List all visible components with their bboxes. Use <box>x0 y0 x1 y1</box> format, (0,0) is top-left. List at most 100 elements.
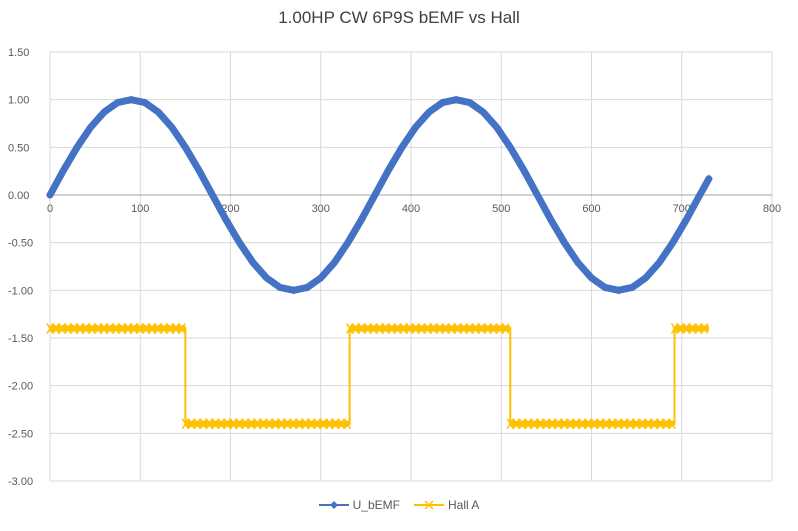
data-point <box>113 98 122 107</box>
data-point <box>700 323 709 334</box>
data-point <box>688 323 697 334</box>
data-point <box>519 166 528 175</box>
hall-band <box>349 325 511 332</box>
data-point <box>628 283 637 292</box>
legend-item-u-bemf: U_bEMF <box>318 498 400 512</box>
data-point <box>655 258 664 267</box>
data-point <box>572 418 580 430</box>
data-point <box>241 418 250 430</box>
y-tick-label: -2.00 <box>8 381 33 393</box>
data-point <box>167 123 176 132</box>
data-point <box>148 323 156 334</box>
data-point <box>345 323 354 334</box>
data-point <box>425 108 434 117</box>
data-point <box>181 418 190 430</box>
y-tick-label: -1.00 <box>8 285 33 297</box>
x-tick-label: 800 <box>763 203 781 215</box>
data-point <box>343 418 352 430</box>
data-point <box>626 418 634 430</box>
data-point <box>641 273 650 282</box>
data-point <box>644 418 652 430</box>
data-point <box>166 323 174 334</box>
x-tick-label: 400 <box>402 203 420 215</box>
data-point <box>76 323 84 334</box>
data-point <box>100 323 108 334</box>
data-point <box>638 418 646 430</box>
data-point <box>411 123 420 132</box>
data-point <box>271 418 280 430</box>
data-point <box>573 258 582 267</box>
data-point <box>435 323 444 334</box>
data-point <box>289 286 298 295</box>
data-point <box>118 323 126 334</box>
legend-label-u-bemf: U_bEMF <box>352 498 400 512</box>
data-point <box>429 323 438 334</box>
y-tick-label: -1.50 <box>8 333 33 345</box>
data-point <box>704 174 713 183</box>
data-point <box>524 418 532 430</box>
data-point <box>154 323 162 334</box>
data-point <box>518 418 526 430</box>
data-point <box>602 418 610 430</box>
data-point <box>676 323 685 334</box>
data-point <box>506 143 515 152</box>
data-point <box>295 418 304 430</box>
data-point <box>393 323 402 334</box>
hall-band <box>510 420 675 427</box>
hall-band <box>185 420 350 427</box>
hall-band <box>50 325 186 332</box>
data-point <box>331 418 340 430</box>
data-point <box>695 191 704 199</box>
data-point <box>221 215 230 224</box>
data-point <box>548 418 556 430</box>
data-point <box>578 418 586 430</box>
data-point <box>614 286 623 295</box>
data-point <box>370 191 379 199</box>
data-point <box>343 238 352 247</box>
data-point <box>479 108 488 117</box>
data-point <box>632 418 640 430</box>
data-point <box>247 418 256 430</box>
legend-item-hall-a: Hall A <box>413 498 479 512</box>
data-point <box>596 418 604 430</box>
data-point <box>465 98 474 107</box>
series-u-bemf <box>46 95 713 295</box>
data-point <box>554 418 562 430</box>
data-point <box>86 123 95 132</box>
data-point <box>459 323 468 334</box>
data-point <box>58 323 66 334</box>
data-point <box>301 418 310 430</box>
y-tick-label: -0.50 <box>8 238 33 250</box>
data-point <box>363 323 372 334</box>
data-point <box>351 323 360 334</box>
data-point <box>303 283 312 292</box>
data-point <box>249 258 258 267</box>
data-point <box>88 323 96 334</box>
x-tick-label: 500 <box>492 203 510 215</box>
data-point <box>590 418 598 430</box>
data-point <box>423 323 432 334</box>
chart-title: 1.00HP CW 6P9S bEMF vs Hall <box>278 8 520 27</box>
data-point <box>656 418 664 430</box>
data-point <box>319 418 328 430</box>
data-point <box>205 418 214 430</box>
data-point <box>73 143 82 152</box>
data-point <box>492 123 501 132</box>
data-point <box>584 418 592 430</box>
data-point <box>199 418 208 430</box>
legend-swatch-u-bemf <box>318 501 349 509</box>
data-point <box>501 323 510 334</box>
data-point <box>447 323 456 334</box>
data-point <box>668 238 677 247</box>
data-point <box>668 418 676 430</box>
data-point <box>453 323 462 334</box>
data-point <box>452 95 461 104</box>
y-tick-label: -2.50 <box>8 428 33 440</box>
data-point <box>140 98 149 107</box>
data-point <box>235 238 244 247</box>
data-point <box>208 191 217 199</box>
data-point <box>357 215 366 224</box>
data-point <box>316 273 325 282</box>
